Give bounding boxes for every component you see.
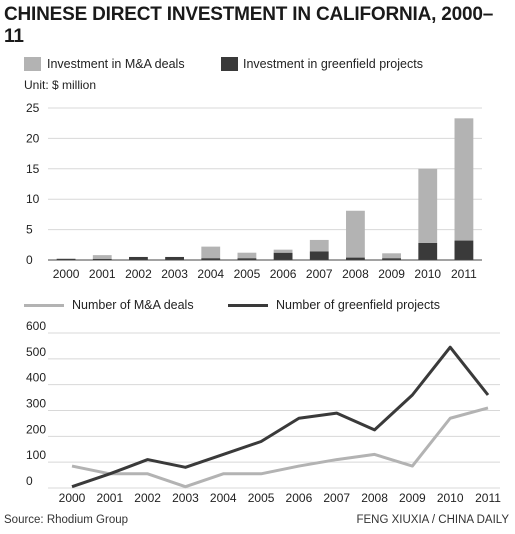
- x-tick-label: 2008: [361, 491, 388, 505]
- x-tick-label: 2011: [475, 491, 501, 505]
- chart-title: CHINESE DIRECT INVESTMENT IN CALIFORNIA,…: [4, 4, 494, 47]
- bar-ma: [454, 118, 474, 241]
- bar-greenfield: [346, 257, 365, 260]
- x-tick-label: 2004: [197, 267, 224, 281]
- bar-ma: [309, 239, 329, 252]
- legend-label-ma-deals: Number of M&A deals: [72, 298, 194, 312]
- bar-ma: [346, 210, 365, 258]
- x-tick-label: 2011: [451, 267, 477, 281]
- y-tick-label: 400: [26, 371, 46, 385]
- legend-label-greenfield: Investment in greenfield projects: [243, 57, 423, 71]
- bar-ma: [92, 255, 112, 259]
- x-tick-label: 2007: [323, 491, 350, 505]
- source-note: Source: Rhodium Group: [4, 514, 129, 526]
- bar-greenfield: [418, 242, 438, 260]
- x-tick-label: 2001: [96, 491, 123, 505]
- x-tick-label: 2001: [89, 267, 116, 281]
- bar-greenfield: [382, 258, 401, 260]
- bar-greenfield: [92, 258, 112, 260]
- bar-greenfield: [56, 258, 76, 260]
- bar-greenfield: [454, 240, 474, 260]
- y-tick-label: 0: [26, 253, 33, 267]
- x-tick-label: 2008: [342, 267, 369, 281]
- y-tick-label: 10: [26, 192, 40, 206]
- bar-greenfield: [237, 258, 257, 260]
- bar-ma: [237, 252, 257, 259]
- y-tick-label: 600: [26, 319, 46, 333]
- bar-ma: [273, 249, 293, 253]
- y-tick-label: 5: [26, 223, 33, 237]
- x-tick-label: 2003: [172, 491, 199, 505]
- line-legend: Number of M&A deals Number of greenfield…: [0, 296, 515, 314]
- x-tick-label: 2009: [378, 267, 405, 281]
- x-tick-label: 2004: [210, 491, 237, 505]
- y-tick-label: 200: [26, 422, 46, 436]
- x-tick-label: 2007: [306, 267, 333, 281]
- bar-greenfield: [165, 256, 184, 260]
- legend-line-greenfield: [228, 304, 268, 307]
- legend-swatch-greenfield: [221, 57, 238, 71]
- y-tick-label: 300: [26, 397, 46, 411]
- y-tick-label: 25: [26, 101, 40, 115]
- x-tick-label: 2005: [248, 491, 275, 505]
- line-ma-deals: [71, 406, 489, 489]
- legend-swatch-ma: [24, 57, 41, 71]
- unit-label: Unit: $ million: [24, 78, 97, 92]
- credit-note: FENG XIUXIA / CHINA DAILY: [356, 514, 509, 526]
- bar-greenfield: [309, 251, 329, 260]
- line-greenfield-projects: [71, 345, 490, 489]
- bar-greenfield: [201, 258, 221, 260]
- y-tick-label: 15: [26, 162, 40, 176]
- x-tick-label: 2010: [414, 267, 441, 281]
- x-tick-label: 2005: [234, 267, 261, 281]
- x-tick-label: 2000: [59, 491, 86, 505]
- bar-legend: Investment in M&A deals Investment in gr…: [0, 55, 515, 73]
- legend-line-ma: [24, 304, 64, 307]
- x-tick-label: 2006: [270, 267, 297, 281]
- bar-greenfield: [129, 256, 148, 260]
- y-tick-label: 500: [26, 345, 46, 359]
- bar-ma: [201, 246, 221, 259]
- x-tick-label: 2002: [134, 491, 161, 505]
- bar-ma: [382, 253, 401, 259]
- legend-label-greenfield-projects: Number of greenfield projects: [276, 298, 440, 312]
- y-tick-label: 20: [26, 131, 40, 145]
- bar-ma: [418, 168, 438, 243]
- bar-greenfield: [273, 252, 293, 260]
- x-tick-label: 2002: [125, 267, 152, 281]
- y-tick-label: 0: [26, 474, 33, 488]
- bar-chart: 0 5 10 15 20 25 2000 2001 2002 2003 2004 2005 2006 20…: [26, 101, 482, 281]
- x-tick-label: 2006: [286, 491, 313, 505]
- x-tick-label: 2000: [53, 267, 80, 281]
- x-tick-label: 2010: [437, 491, 464, 505]
- x-tick-label: 2009: [399, 491, 426, 505]
- y-tick-label: 100: [26, 448, 46, 462]
- x-tick-label: 2003: [161, 267, 188, 281]
- legend-label-ma: Investment in M&A deals: [47, 57, 185, 71]
- line-chart: 0 100 200 300 400 500 600 2000 2001 2002 2003 2004 2…: [26, 319, 501, 505]
